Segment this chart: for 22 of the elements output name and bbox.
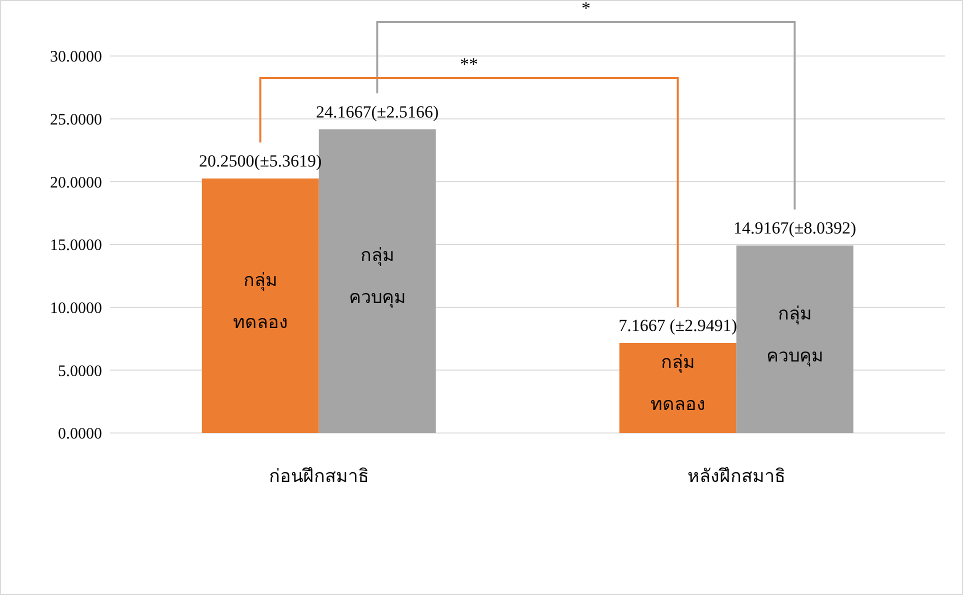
text: กลุ่ม ควบคุม [766,303,824,366]
data-label: 20.2500(±5.3619) [199,152,322,171]
y-tick-label: 5.0000 [58,362,102,380]
y-tick-label: 0.0000 [58,426,102,443]
y-tick-label: 10.0000 [50,300,102,318]
text: กลุ่ม ทดลอง [650,352,706,414]
data-label: 7.1667 (±2.9491) [618,316,738,335]
y-tick-label: 30.0000 [50,48,102,66]
y-tick-label: 25.0000 [50,112,102,129]
annotation: ** [460,54,478,74]
bar [619,342,736,433]
bar [736,246,854,433]
x-tick-label: หลังฝึกสมาธิ [687,466,786,486]
y-tick-label: 20.0000 [50,174,102,192]
data-label: 24.1667(±2.5166) [316,102,439,122]
data-label: 14.9167(±8.0392) [734,218,856,238]
x-tick-label: ก่อนฝึกสมาธิ [268,466,369,486]
y-tick-label: 15.0000 [50,237,102,254]
bar [202,178,319,433]
text: * [581,0,590,18]
text: กลุ่ม ทดลอง [232,270,288,332]
text: กลุ่ม ควบคุม [348,245,406,308]
